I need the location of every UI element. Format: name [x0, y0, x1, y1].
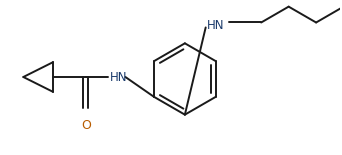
- Text: HN: HN: [109, 71, 127, 84]
- Text: O: O: [81, 119, 91, 132]
- Text: HN: HN: [207, 19, 224, 31]
